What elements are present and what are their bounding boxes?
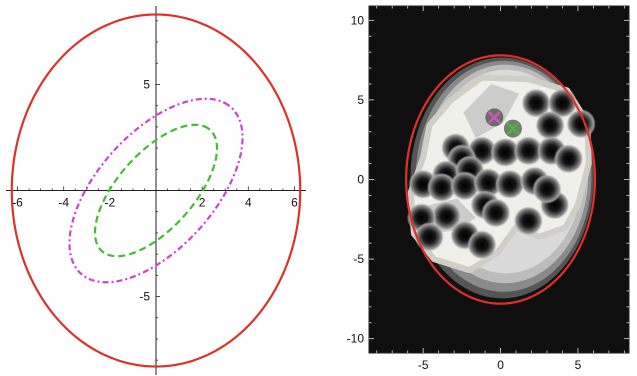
bounding-ellipse-curve: [405, 54, 597, 305]
left-axes: [6, 6, 306, 375]
contour-hole: [431, 201, 462, 231]
ellipse-plot: -6 -4 -2 2 4 6 5 -5: [6, 6, 306, 375]
left-tick-labels: -6 -4 -2 2 4 6 5 -5: [12, 77, 298, 303]
x-tick-label: 5: [575, 358, 582, 372]
x-tick-label: 4: [245, 196, 252, 210]
contour-hole: [495, 169, 525, 199]
contour-hole: [467, 230, 497, 260]
contour-hole: [521, 88, 551, 118]
contour-hole: [473, 167, 503, 198]
x-tick-label: 2: [199, 196, 206, 210]
x-tick-label: -6: [12, 196, 23, 210]
x-tick-label: -4: [58, 196, 69, 210]
series-curve-dashed: [93, 123, 219, 258]
contour-holes: [406, 88, 596, 260]
contour-plot: × × -5 0 5 10 5 0 -5 -10: [347, 5, 630, 372]
bounding-ellipse: [405, 54, 597, 305]
marker-symbol: ×: [485, 105, 503, 130]
y-tick-label: 0: [357, 173, 364, 187]
right-tick-marks: -5 0 5 10 5 0 -5 -10: [347, 6, 629, 372]
left-curves: [10, 13, 302, 368]
y-tick-label: 5: [143, 77, 150, 91]
x-tick-label: 6: [291, 196, 298, 210]
contour-hole: [535, 110, 565, 141]
contour-hole: [553, 144, 584, 174]
position-markers: × ×: [485, 105, 522, 141]
marker-symbol: ×: [504, 117, 522, 142]
marker-halo: [485, 108, 504, 127]
x-tick-label: -5: [418, 358, 429, 372]
series-curve-solid: [10, 13, 302, 368]
contour-hole: [513, 206, 544, 236]
y-tick-label: 5: [357, 93, 364, 107]
contour-hole: [513, 136, 544, 166]
contour-hole: [490, 137, 520, 168]
marker-halo: [503, 119, 522, 138]
y-tick-label: -5: [353, 252, 364, 266]
x-tick-label: -2: [105, 196, 116, 210]
y-tick-label: -5: [139, 290, 150, 304]
contour-hole: [532, 174, 562, 204]
y-tick-label: -10: [347, 332, 365, 346]
contour-hole: [414, 222, 445, 252]
y-tick-label: 10: [351, 13, 365, 27]
contour-hole: [481, 198, 511, 228]
contour-hole: [427, 172, 457, 203]
contour-hole: [450, 171, 480, 201]
x-tick-label: 0: [497, 358, 504, 372]
